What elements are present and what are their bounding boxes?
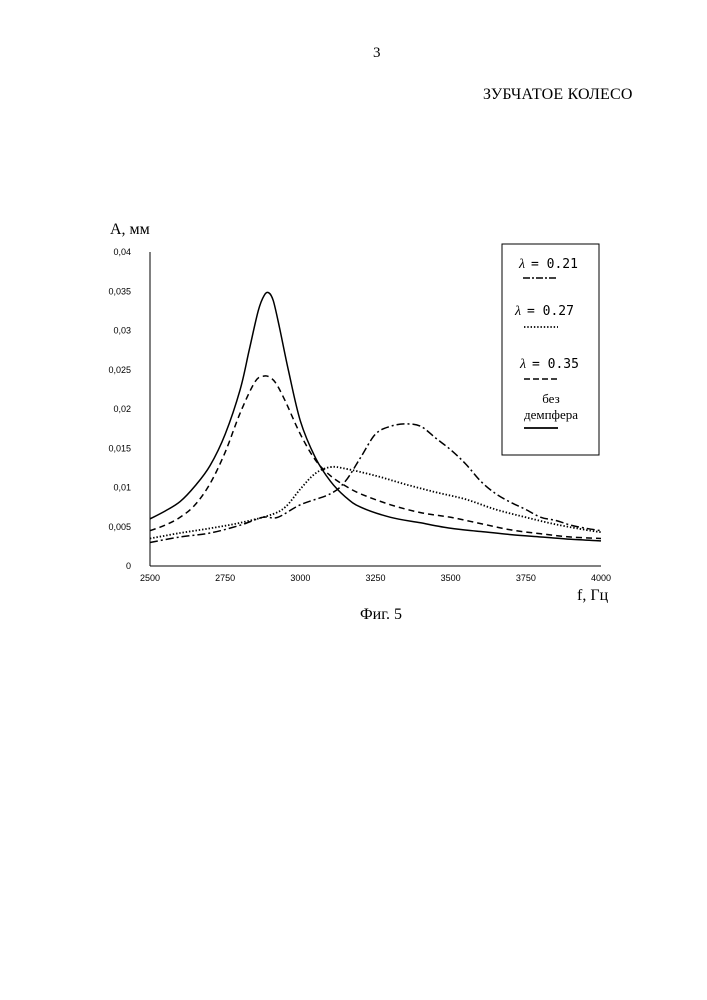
x-tick-label: 2500 [140, 573, 160, 583]
y-tick-labels: 0 0,005 0,01 0,015 0,02 0,025 0,03 0,035 0,04 [108, 247, 131, 571]
legend-label-4-line2: демпфера [524, 407, 578, 422]
y-tick-label: 0,035 [108, 286, 131, 296]
y-tick-label: 0,025 [108, 365, 131, 375]
series-line-2 [150, 467, 601, 539]
x-tick-label: 2750 [215, 573, 235, 583]
y-tick-label: 0,005 [108, 522, 131, 532]
legend-value-2: = 0.27 [527, 304, 574, 319]
x-tick-label: 3000 [290, 573, 310, 583]
legend-label-4-line1: без [542, 391, 560, 406]
legend-value-3: = 0.35 [532, 357, 579, 372]
x-tick-labels: 2500 2750 3000 3250 3500 3750 4000 [140, 573, 611, 583]
y-tick-label: 0,01 [113, 483, 131, 493]
legend-symbol-3: λ [519, 357, 526, 372]
x-tick-label: 3500 [441, 573, 461, 583]
legend-symbol-2: λ [514, 304, 521, 319]
y-tick-label: 0,015 [108, 443, 131, 453]
x-tick-label: 3250 [365, 573, 385, 583]
legend-box [502, 244, 599, 455]
x-tick-label: 3750 [516, 573, 536, 583]
legend: λ = 0.21 λ = 0.27 λ = 0.35 без демпфера [502, 244, 599, 455]
legend-symbol-1: λ [518, 257, 525, 272]
y-tick-label: 0,03 [113, 326, 131, 336]
y-tick-label: 0,02 [113, 404, 131, 414]
y-axis-label: A, мм [110, 221, 150, 238]
y-tick-label: 0,04 [113, 247, 131, 257]
figure-caption: Фиг. 5 [360, 606, 402, 624]
x-tick-label: 4000 [591, 573, 611, 583]
x-axis-label: f, Гц [577, 587, 609, 604]
y-tick-label: 0 [126, 561, 131, 571]
legend-value-1: = 0.21 [531, 257, 578, 272]
